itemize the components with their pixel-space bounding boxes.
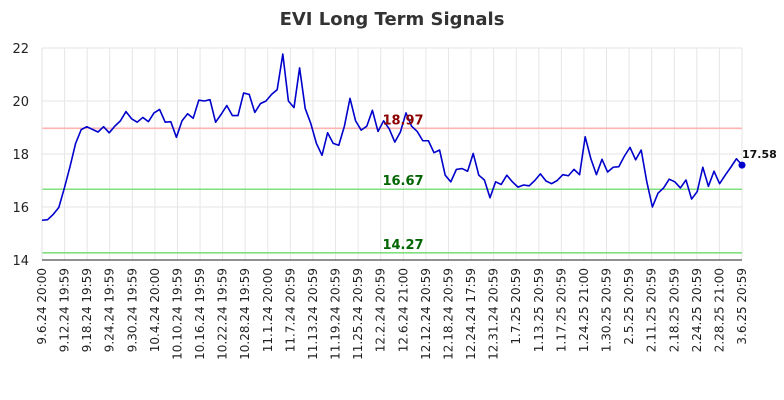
x-tick-label: 2.5.25 20:59 <box>622 268 636 345</box>
chart-title: EVI Long Term Signals <box>280 9 505 30</box>
series-line <box>41 53 743 222</box>
x-tick-label: 11.19.24 20:59 <box>329 268 343 360</box>
reference-label: 14.27 <box>382 238 423 253</box>
x-tick-label: 10.16.24 19:59 <box>193 268 207 360</box>
x-tick-label: 12.6.24 21:00 <box>396 268 410 352</box>
x-tick-label: 3.6.25 20:59 <box>735 268 749 345</box>
x-tick-label: 10.28.24 19:59 <box>238 268 252 360</box>
x-tick-label: 1.17.25 20:59 <box>554 268 568 352</box>
x-tick-label: 9.24.24 19:59 <box>103 268 117 352</box>
x-tick-label: 11.1.24 20:00 <box>261 268 275 352</box>
x-tick-label: 12.24.24 17:59 <box>464 268 478 360</box>
y-tick-label: 20 <box>12 95 29 110</box>
x-tick-label: 9.12.24 19:59 <box>58 268 72 352</box>
y-tick-label: 16 <box>12 201 29 216</box>
x-tick-label: 11.13.24 20:59 <box>306 268 320 360</box>
y-tick-label: 22 <box>12 42 29 57</box>
y-axis-ticks: 14 16 18 20 22 <box>12 42 29 269</box>
x-axis-ticks: 9.6.24 20:00 9.12.24 19:59 9.18.24 19:59 9.… <box>35 268 749 360</box>
y-tick-label: 14 <box>12 254 29 269</box>
grid-lines <box>41 47 743 261</box>
annotation-labels: 18.97 16.67 14.27 17.58 <box>382 113 776 253</box>
x-tick-label: 12.18.24 20:59 <box>441 268 455 360</box>
reference-lines <box>42 127 742 254</box>
x-tick-label: 12.31.24 20:59 <box>487 268 501 360</box>
y-tick-label: 18 <box>12 148 29 163</box>
x-tick-label: 2.28.25 21:00 <box>712 268 726 352</box>
x-tick-label: 9.6.24 20:00 <box>35 268 49 345</box>
axes <box>41 48 742 261</box>
x-tick-label: 11.7.24 20:59 <box>283 268 297 352</box>
last-value-label: 17.58 <box>742 148 777 161</box>
x-tick-label: 1.7.25 20:59 <box>509 268 523 345</box>
last-point-marker <box>738 161 746 169</box>
x-tick-label: 2.18.25 20:59 <box>667 268 681 352</box>
x-tick-label: 1.13.25 20:59 <box>532 268 546 352</box>
x-tick-label: 10.22.24 19:59 <box>216 268 230 360</box>
x-tick-label: 10.4.24 20:00 <box>148 268 162 352</box>
x-tick-label: 9.30.24 19:59 <box>125 268 139 352</box>
x-tick-label: 1.30.25 20:59 <box>600 268 614 352</box>
x-tick-label: 12.12.24 20:59 <box>419 268 433 360</box>
reference-label: 18.97 <box>382 113 423 128</box>
x-tick-label: 2.24.25 20:59 <box>690 268 704 352</box>
x-tick-label: 11.25.24 20:59 <box>351 268 365 360</box>
series-layer <box>41 53 746 222</box>
x-tick-label: 2.11.25 20:59 <box>645 268 659 352</box>
x-tick-label: 9.18.24 19:59 <box>80 268 94 352</box>
reference-label: 16.67 <box>382 174 423 189</box>
x-tick-label: 10.10.24 19:59 <box>170 268 184 360</box>
x-tick-label: 12.2.24 20:59 <box>374 268 388 352</box>
x-tick-label: 1.24.25 21:00 <box>577 268 591 352</box>
